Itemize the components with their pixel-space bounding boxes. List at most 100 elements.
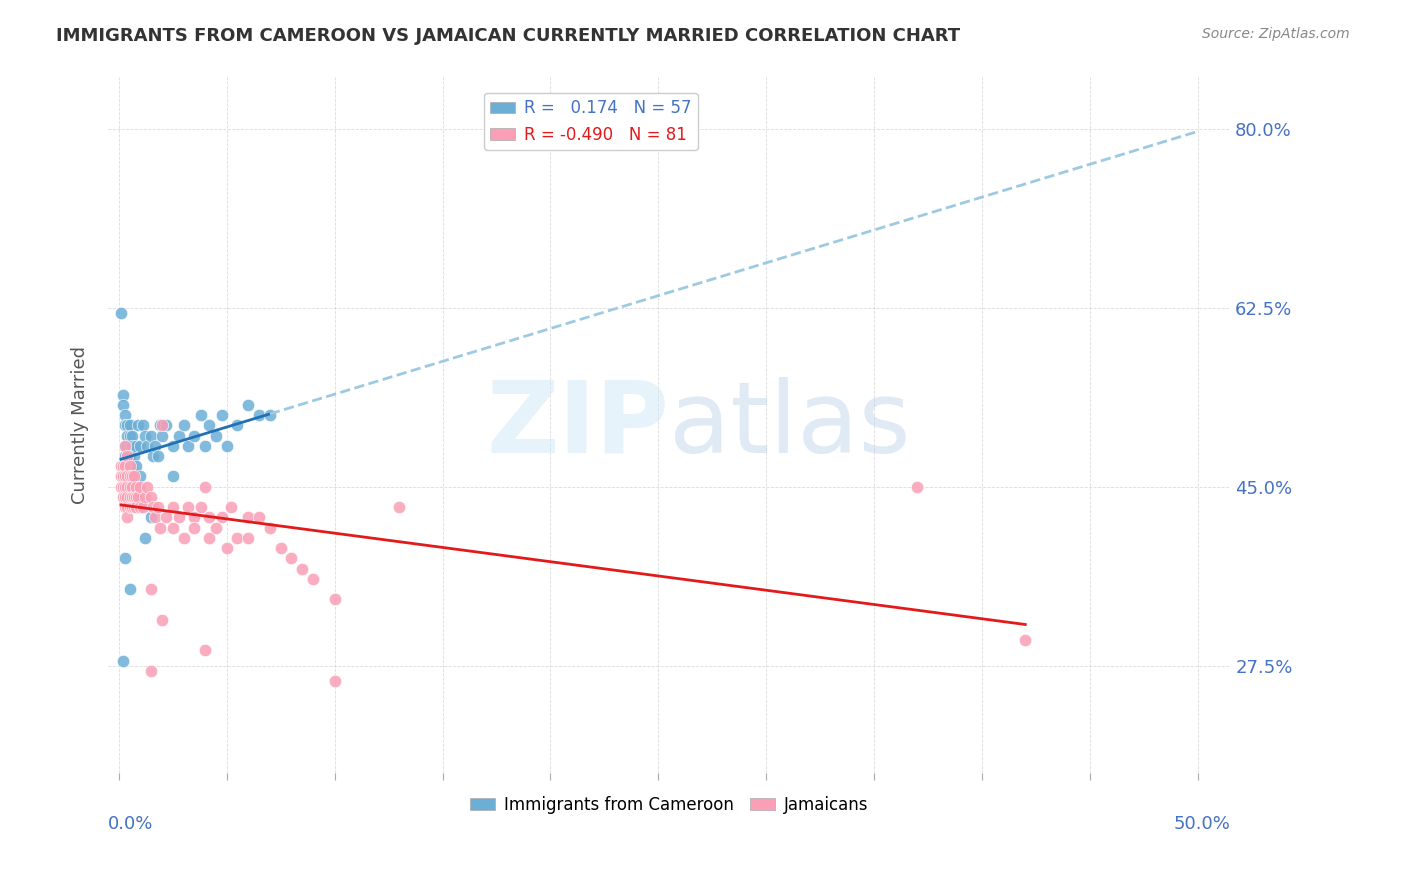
Point	[117, 480, 139, 494]
Point	[205, 428, 228, 442]
Point	[110, 306, 132, 320]
Point	[146, 500, 169, 515]
Point	[162, 439, 184, 453]
Point	[215, 439, 238, 453]
Point	[112, 387, 135, 401]
Point	[121, 500, 143, 515]
Point	[167, 510, 190, 524]
Point	[149, 521, 172, 535]
Point	[112, 469, 135, 483]
Text: atlas: atlas	[669, 376, 911, 474]
Point	[125, 459, 148, 474]
Legend: Immigrants from Cameroon, Jamaicans: Immigrants from Cameroon, Jamaicans	[464, 789, 875, 821]
Point	[905, 480, 928, 494]
Point	[247, 408, 270, 422]
Point	[323, 592, 346, 607]
Point	[122, 469, 145, 483]
Point	[121, 480, 143, 494]
Point	[162, 521, 184, 535]
Point	[114, 439, 136, 453]
Point	[125, 480, 148, 494]
Point	[142, 500, 165, 515]
Point	[162, 500, 184, 515]
Point	[141, 582, 163, 596]
Point	[112, 490, 135, 504]
Point	[121, 490, 143, 504]
Point	[167, 428, 190, 442]
Point	[135, 439, 157, 453]
Point	[114, 500, 136, 515]
Point	[125, 439, 148, 453]
Point	[121, 459, 143, 474]
Point	[118, 480, 141, 494]
Point	[112, 654, 135, 668]
Point	[134, 531, 156, 545]
Point	[110, 469, 132, 483]
Point	[302, 572, 325, 586]
Point	[150, 428, 173, 442]
Point	[110, 459, 132, 474]
Text: 50.0%: 50.0%	[1174, 815, 1230, 833]
Point	[238, 510, 260, 524]
Text: ZIP: ZIP	[486, 376, 669, 474]
Point	[114, 418, 136, 433]
Point	[145, 439, 167, 453]
Point	[122, 500, 145, 515]
Point	[129, 439, 152, 453]
Point	[226, 418, 249, 433]
Point	[117, 469, 139, 483]
Point	[183, 428, 205, 442]
Point	[127, 490, 149, 504]
Point	[145, 510, 167, 524]
Point	[118, 418, 141, 433]
Point	[323, 674, 346, 689]
Point	[117, 449, 139, 463]
Text: IMMIGRANTS FROM CAMEROON VS JAMAICAN CURRENTLY MARRIED CORRELATION CHART: IMMIGRANTS FROM CAMEROON VS JAMAICAN CUR…	[56, 27, 960, 45]
Point	[125, 500, 148, 515]
Point	[135, 480, 157, 494]
Point	[117, 510, 139, 524]
Point	[118, 469, 141, 483]
Point	[131, 500, 153, 515]
Point	[131, 418, 153, 433]
Point	[117, 449, 139, 463]
Point	[198, 510, 221, 524]
Point	[162, 469, 184, 483]
Point	[238, 531, 260, 545]
Point	[177, 500, 200, 515]
Point	[114, 469, 136, 483]
Point	[114, 490, 136, 504]
Point	[238, 398, 260, 412]
Point	[127, 418, 149, 433]
Point	[110, 480, 132, 494]
Point	[194, 480, 217, 494]
Point	[190, 408, 212, 422]
Point	[117, 500, 139, 515]
Point	[114, 551, 136, 566]
Point	[190, 500, 212, 515]
Point	[194, 643, 217, 657]
Y-axis label: Currently Married: Currently Married	[72, 346, 89, 504]
Point	[141, 428, 163, 442]
Point	[141, 490, 163, 504]
Point	[211, 510, 233, 524]
Point	[117, 418, 139, 433]
Point	[118, 439, 141, 453]
Text: 0.0%: 0.0%	[108, 815, 153, 833]
Point	[198, 418, 221, 433]
Point	[198, 531, 221, 545]
Point	[118, 449, 141, 463]
Point	[112, 398, 135, 412]
Point	[117, 428, 139, 442]
Point	[122, 469, 145, 483]
Point	[121, 469, 143, 483]
Text: Source: ZipAtlas.com: Source: ZipAtlas.com	[1202, 27, 1350, 41]
Point	[270, 541, 292, 555]
Point	[125, 490, 148, 504]
Point	[114, 480, 136, 494]
Point	[1014, 633, 1036, 648]
Point	[117, 490, 139, 504]
Point	[173, 418, 195, 433]
Point	[155, 418, 177, 433]
Point	[205, 521, 228, 535]
